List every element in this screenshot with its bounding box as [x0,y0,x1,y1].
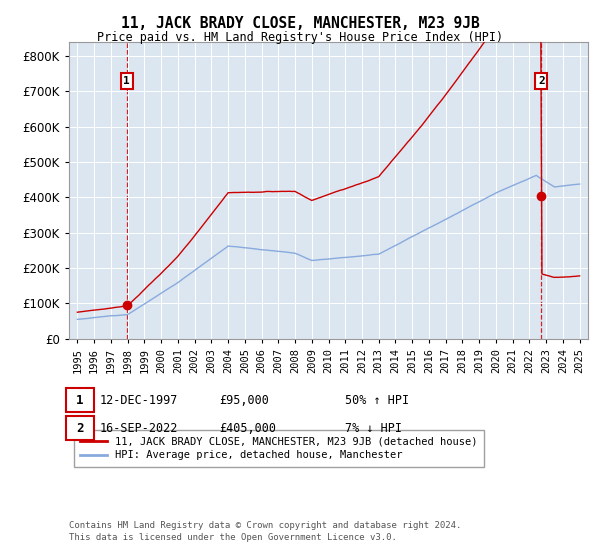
Text: 50% ↑ HPI: 50% ↑ HPI [345,394,409,407]
Text: 16-SEP-2022: 16-SEP-2022 [100,422,178,435]
Text: 11, JACK BRADY CLOSE, MANCHESTER, M23 9JB: 11, JACK BRADY CLOSE, MANCHESTER, M23 9J… [121,16,479,31]
Text: Contains HM Land Registry data © Crown copyright and database right 2024.: Contains HM Land Registry data © Crown c… [69,521,461,530]
Text: 12-DEC-1997: 12-DEC-1997 [100,394,178,407]
Text: 7% ↓ HPI: 7% ↓ HPI [345,422,402,435]
Text: £95,000: £95,000 [219,394,269,407]
Legend: 11, JACK BRADY CLOSE, MANCHESTER, M23 9JB (detached house), HPI: Average price, : 11, JACK BRADY CLOSE, MANCHESTER, M23 9J… [74,430,484,466]
Text: 1: 1 [76,394,83,407]
Text: 1: 1 [124,76,130,86]
Text: Price paid vs. HM Land Registry's House Price Index (HPI): Price paid vs. HM Land Registry's House … [97,31,503,44]
Text: This data is licensed under the Open Government Licence v3.0.: This data is licensed under the Open Gov… [69,533,397,542]
Text: 2: 2 [76,422,83,435]
Text: 2: 2 [538,76,545,86]
Text: £405,000: £405,000 [219,422,276,435]
